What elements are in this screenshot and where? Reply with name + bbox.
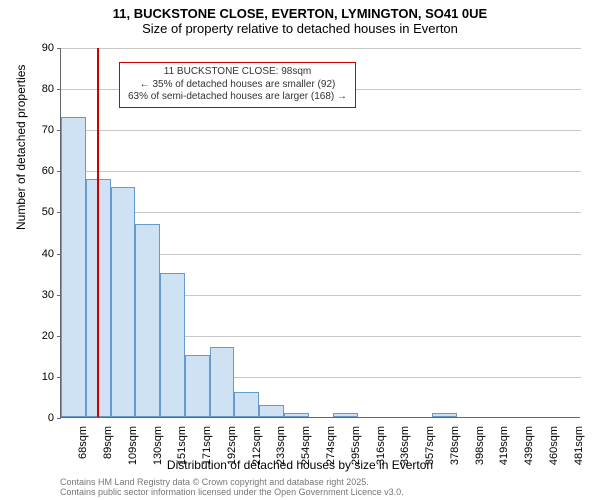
histogram-bar — [210, 347, 235, 417]
x-axis-label: Distribution of detached houses by size … — [0, 458, 600, 472]
gridline — [61, 171, 581, 172]
histogram-bar — [259, 405, 284, 417]
title-line-1: 11, BUCKSTONE CLOSE, EVERTON, LYMINGTON,… — [0, 6, 600, 21]
ytick-label: 20 — [42, 330, 54, 342]
histogram-bar — [284, 413, 309, 417]
ytick-label: 30 — [42, 289, 54, 301]
plot-area: 010203040506070809068sqm89sqm109sqm130sq… — [60, 48, 580, 418]
chart-area: 010203040506070809068sqm89sqm109sqm130sq… — [60, 48, 580, 418]
histogram-bar — [333, 413, 358, 417]
ytick-label: 60 — [42, 165, 54, 177]
ytick-label: 50 — [42, 206, 54, 218]
histogram-bar — [61, 117, 86, 417]
histogram-bar — [160, 273, 185, 417]
ytick-label: 80 — [42, 83, 54, 95]
ytick-mark — [57, 48, 61, 49]
ytick-mark — [57, 418, 61, 419]
xtick-label: 68sqm — [77, 426, 89, 459]
title-area: 11, BUCKSTONE CLOSE, EVERTON, LYMINGTON,… — [0, 0, 600, 36]
xtick-label: 89sqm — [102, 426, 114, 459]
ytick-mark — [57, 89, 61, 90]
ytick-label: 40 — [42, 248, 54, 260]
footer-line-2: Contains public sector information licen… — [60, 488, 404, 498]
callout-line-2: ← 35% of detached houses are smaller (92… — [128, 79, 347, 92]
gridline — [61, 130, 581, 131]
ytick-label: 90 — [42, 42, 54, 54]
callout-line-3: 63% of semi-detached houses are larger (… — [128, 91, 347, 104]
ytick-label: 70 — [42, 124, 54, 136]
footer-text: Contains HM Land Registry data © Crown c… — [60, 478, 404, 498]
marker-line — [97, 48, 99, 417]
ytick-label: 10 — [42, 371, 54, 383]
gridline — [61, 212, 581, 213]
histogram-bar — [135, 224, 160, 417]
callout-box: 11 BUCKSTONE CLOSE: 98sqm← 35% of detach… — [119, 62, 356, 108]
histogram-bar — [111, 187, 136, 417]
chart-container: 11, BUCKSTONE CLOSE, EVERTON, LYMINGTON,… — [0, 0, 600, 500]
histogram-bar — [234, 392, 259, 417]
histogram-bar — [432, 413, 457, 417]
y-axis-label: Number of detached properties — [14, 65, 28, 230]
callout-line-1: 11 BUCKSTONE CLOSE: 98sqm — [128, 66, 347, 79]
title-line-2: Size of property relative to detached ho… — [0, 21, 600, 36]
ytick-label: 0 — [48, 412, 54, 424]
gridline — [61, 48, 581, 49]
histogram-bar — [185, 355, 210, 417]
